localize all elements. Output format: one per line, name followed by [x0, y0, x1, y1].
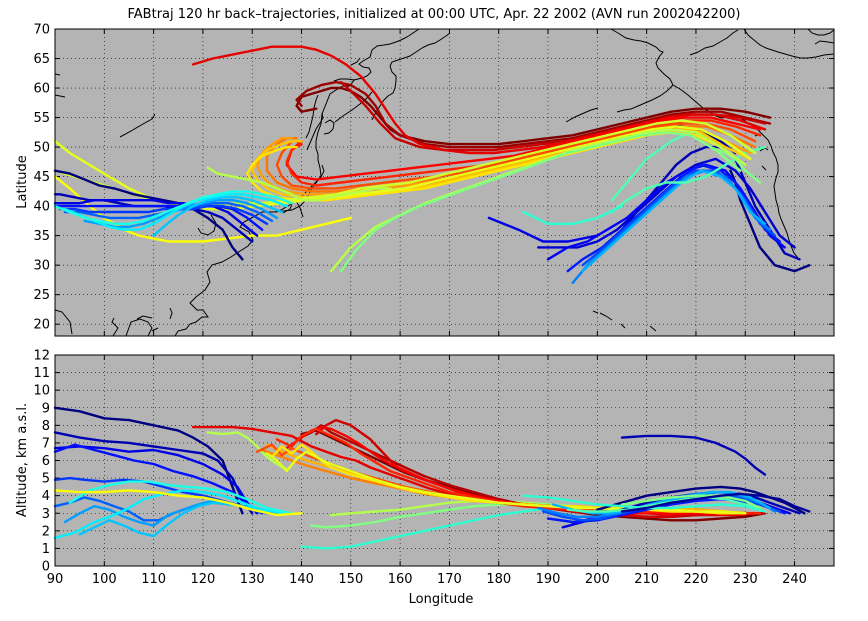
alt-y-tick-label: 7: [42, 436, 50, 451]
map-trajectory-29: [206, 166, 392, 202]
map-y-tick-label: 55: [33, 111, 50, 126]
map-trajectory-37: [83, 198, 279, 229]
map-trajectory-28: [339, 131, 742, 273]
map-trajectory-31: [53, 169, 244, 261]
alt-y-tick-label: 2: [42, 524, 50, 539]
map-trajectory-33: [53, 198, 259, 237]
alt-y-tick-label: 4: [42, 489, 50, 504]
alt-y-tick-label: 1: [42, 542, 50, 557]
chart-title: FABtraj 120 hr back–trajectories, initia…: [128, 7, 741, 22]
alt-y-tick-label: 5: [42, 472, 50, 487]
altitude-plot-frame: [54, 354, 835, 567]
x-tick-label: 240: [782, 572, 807, 587]
map-trajectory-35: [58, 204, 269, 226]
map-y-tick-label: 70: [33, 23, 50, 38]
alt-y-tick-label: 0: [42, 560, 50, 575]
alt-y-tick-label: 9: [42, 401, 50, 416]
map-trajectory-40: [53, 190, 293, 226]
map-y-tick-label: 60: [33, 82, 50, 97]
alt-trajectory-7: [78, 501, 283, 538]
map-y-tick-label: 20: [33, 318, 50, 333]
alt-trajectory-36: [620, 494, 762, 510]
map-plot-frame: [54, 28, 835, 337]
alt-trajectory-26: [620, 434, 767, 476]
alt-trajectory-25: [265, 450, 747, 515]
alt-y-tick-label: 12: [33, 349, 50, 364]
x-tick-label: 120: [190, 572, 215, 587]
x-tick-label: 150: [338, 572, 363, 587]
x-tick-label: 210: [634, 572, 659, 587]
alt-y-tick-label: 3: [42, 507, 50, 522]
map-trajectory-39: [63, 193, 288, 231]
coastline-caspian: [54, 73, 156, 138]
x-tick-label: 140: [289, 572, 314, 587]
x-tick-label: 100: [92, 572, 117, 587]
altitude-y-axis-label: Altitude, km a.s.l.: [15, 403, 30, 517]
map-y-tick-label: 30: [33, 259, 50, 274]
x-tick-label: 170: [437, 572, 462, 587]
map-grid: [54, 28, 834, 336]
coastline-japan: [274, 112, 335, 218]
alt-y-tick-label: 6: [42, 454, 50, 469]
map-trajectory-12: [522, 204, 624, 226]
altitude-trajectories: [53, 406, 811, 550]
x-tick-label: 180: [486, 572, 511, 587]
altitude-plot-background: [55, 355, 834, 566]
x-tick-label: 130: [240, 572, 265, 587]
coastline-kamchatka: [333, 32, 451, 121]
map-y-tick-label: 40: [33, 200, 50, 215]
alt-trajectory-22: [285, 425, 762, 515]
map-y-tick-label: 50: [33, 141, 50, 156]
map-trajectory-17: [191, 45, 767, 155]
map-trajectory-13: [610, 128, 698, 202]
alt-trajectory-9: [68, 480, 293, 515]
x-tick-label: 90: [47, 572, 64, 587]
alt-trajectory-10: [53, 489, 303, 517]
x-tick-label: 220: [684, 572, 709, 587]
alt-y-tick-label: 10: [33, 384, 50, 399]
map-trajectory-9: [487, 216, 599, 243]
map-panel: 20 25 30 35 40 45 50 55 60 65 70 Latitude: [15, 23, 835, 337]
map-y-tick-label: 65: [33, 52, 50, 67]
map-y-tick-label: 25: [33, 288, 50, 303]
map-trajectory-20: [275, 122, 757, 190]
altitude-x-ticks: 90 100 110 120 130 140 150 160 170 180 190 200 210 22…: [47, 572, 807, 587]
x-axis-label: Longitude: [409, 592, 474, 607]
alt-trajectory-11: [206, 431, 288, 471]
alt-trajectory-37: [620, 492, 811, 513]
coastline-alaska: [610, 28, 835, 259]
map-trajectory-38: [152, 196, 283, 237]
alt-y-tick-label: 11: [33, 366, 50, 381]
map-y-ticks: 20 25 30 35 40 45 50 55 60 65 70: [33, 23, 50, 333]
map-y-tick-label: 35: [33, 229, 50, 244]
x-tick-label: 200: [585, 572, 610, 587]
x-tick-label: 230: [733, 572, 758, 587]
coastlines: [54, 28, 835, 337]
coastline-sakhalin: [305, 94, 319, 139]
alt-trajectory-2: [53, 445, 259, 515]
map-y-tick-label: 45: [33, 170, 50, 185]
alt-y-tick-label: 8: [42, 419, 50, 434]
x-tick-label: 110: [141, 572, 166, 587]
map-trajectory-18: [285, 116, 762, 181]
map-trajectory-10: [610, 145, 767, 214]
map-trajectories: [53, 45, 811, 285]
map-y-axis-label: Latitude: [15, 155, 30, 209]
x-tick-label: 160: [388, 572, 413, 587]
x-tick-label: 190: [536, 572, 561, 587]
map-trajectory-14: [295, 86, 772, 146]
map-trajectory-15: [295, 80, 772, 149]
